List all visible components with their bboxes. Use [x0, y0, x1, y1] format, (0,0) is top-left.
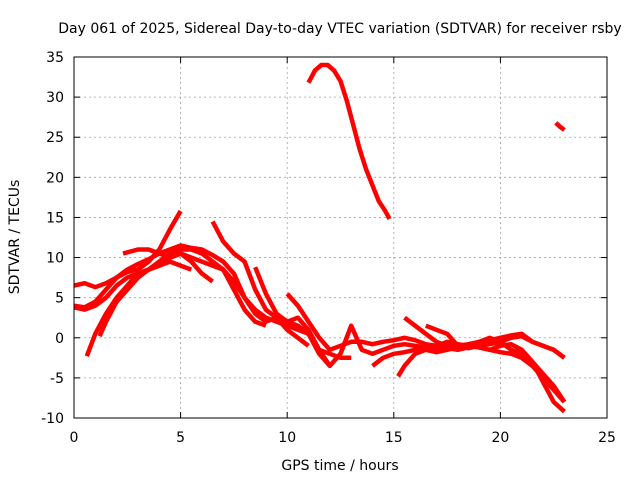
chart-title: Day 061 of 2025, Sidereal Day-to-day VTE…	[58, 21, 621, 37]
y-tick-label: 30	[46, 90, 64, 106]
x-tick-label: 15	[385, 430, 403, 446]
series-line-s12	[396, 339, 566, 414]
y-tick-label: -5	[50, 371, 64, 387]
y-tick-label: 15	[46, 210, 64, 226]
series-line-s15	[306, 62, 392, 221]
x-tick-label: 5	[176, 430, 185, 446]
y-tick-label: -10	[41, 411, 64, 427]
y-tick-label: 5	[55, 291, 64, 307]
x-axis-label: GPS time / hours	[281, 458, 398, 474]
x-tick-label: 10	[278, 430, 296, 446]
series-line-s4	[84, 259, 193, 357]
series-line-s13	[403, 315, 567, 404]
x-tick-label: 25	[598, 430, 616, 446]
x-tick-label: 0	[70, 430, 79, 446]
series-line-s16	[554, 121, 566, 132]
series-line-s14	[424, 323, 566, 360]
y-tick-label: 10	[46, 251, 64, 267]
y-tick-label: 25	[46, 130, 64, 146]
series-line-s5	[97, 247, 267, 338]
axis-ticks: 0 5 10 15 20 25 -10 -5 0 5 10 15 20 25 30 35	[41, 50, 616, 446]
x-tick-label: 20	[491, 430, 509, 446]
y-tick-label: 0	[55, 331, 64, 347]
grid	[74, 57, 607, 418]
plot-frame	[73, 56, 608, 419]
y-tick-label: 20	[46, 170, 64, 186]
series-group	[73, 62, 567, 414]
y-tick-label: 35	[46, 50, 64, 66]
y-axis-label: SDTVAR / TECUs	[7, 180, 23, 295]
